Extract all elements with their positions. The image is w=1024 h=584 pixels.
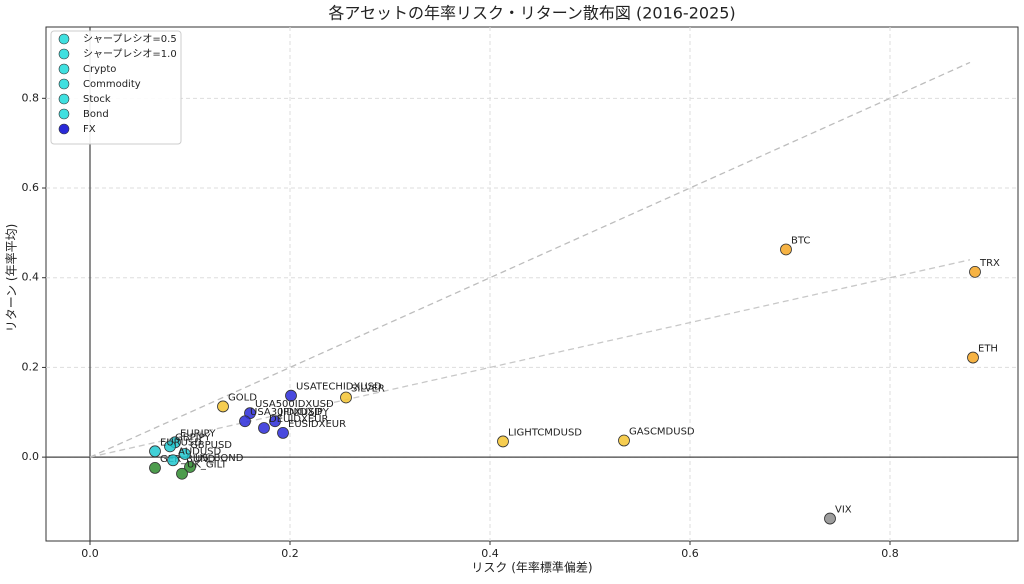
point-label: US_BOND — [195, 453, 244, 464]
legend-label: シャープレシオ=0.5 — [83, 33, 177, 45]
legend-label: FX — [83, 124, 96, 135]
legend-marker — [58, 63, 70, 75]
point-label: LIGHTCMDUSD — [508, 427, 582, 438]
legend-marker — [58, 78, 70, 90]
point — [239, 415, 251, 428]
legend-marker — [58, 48, 70, 60]
legend-label: Stock — [83, 94, 111, 105]
point-label: UK_GILT — [187, 460, 228, 471]
legend-box — [50, 30, 182, 145]
legend-label: Commodity — [83, 79, 141, 90]
x-axis-label: リスク (年率標準偏差) — [471, 560, 592, 575]
point-label: EURUSD — [160, 437, 202, 448]
x-tick-label: 0.0 — [81, 547, 99, 560]
point — [340, 391, 352, 404]
sharpe-line — [89, 61, 971, 458]
x-tick-label: 0.2 — [281, 547, 299, 560]
point — [285, 389, 297, 402]
point-label: BTC — [791, 235, 810, 246]
point-label: AUDUSD — [178, 446, 222, 457]
point — [824, 512, 836, 525]
y-tick-label: 0.2 — [22, 360, 40, 373]
x-tick-label: 0.8 — [881, 547, 899, 560]
point — [497, 435, 509, 448]
point — [780, 243, 792, 256]
x-tick-label: 0.6 — [681, 547, 699, 560]
point — [969, 265, 981, 278]
point-label: GOLD — [228, 392, 257, 403]
point — [176, 467, 188, 480]
point-label: GBPUSD — [190, 440, 232, 451]
point-label: SILVER — [351, 383, 385, 394]
legend-label: Bond — [83, 109, 109, 120]
point-label: USA500IDXUSD — [255, 399, 334, 410]
point-label: ETH — [978, 344, 998, 355]
legend-label: Crypto — [83, 64, 116, 75]
point — [149, 445, 161, 458]
point-label: TRX — [979, 258, 1000, 269]
legend-marker — [58, 123, 70, 135]
plot-frame — [45, 26, 1019, 542]
legend-marker — [58, 108, 70, 120]
point-label: GER_BUND — [160, 454, 216, 465]
y-tick-label: 0.6 — [22, 181, 40, 194]
point-label: EURJPY — [180, 428, 216, 439]
x-tick-label: 0.4 — [481, 547, 499, 560]
point — [164, 440, 176, 453]
point — [167, 454, 179, 467]
point-label: GBPJPY — [175, 432, 211, 443]
point-label: EUSIDXEUR — [288, 419, 346, 430]
point-label: USATECHIDXUSD — [296, 382, 382, 393]
y-tick-label: 0.8 — [22, 91, 40, 104]
y-tick-label: 0.0 — [22, 450, 40, 463]
chart-title: 各アセットの年率リスク・リターン散布図 (2016-2025) — [328, 4, 735, 23]
legend-marker — [58, 93, 70, 105]
sharpe-line — [89, 259, 971, 458]
point — [217, 400, 229, 413]
legend-marker — [58, 33, 70, 45]
point — [967, 351, 979, 364]
y-tick-label: 0.4 — [22, 271, 40, 284]
point — [269, 415, 281, 428]
point-label: JPNIDXJPY — [279, 407, 330, 418]
point — [149, 461, 161, 474]
point — [179, 448, 191, 460]
point — [618, 434, 630, 447]
point-label: DEUIDXEUR — [269, 414, 328, 425]
point-label: USA30IDXUSD — [250, 407, 323, 418]
point — [258, 422, 270, 434]
point — [277, 427, 289, 439]
point-label: VIX — [835, 505, 852, 516]
legend-label: シャープレシオ=1.0 — [83, 48, 177, 60]
point — [184, 461, 196, 473]
point-label: GASCMDUSD — [629, 427, 695, 438]
y-axis-label: リターン (年率平均) — [4, 224, 19, 333]
